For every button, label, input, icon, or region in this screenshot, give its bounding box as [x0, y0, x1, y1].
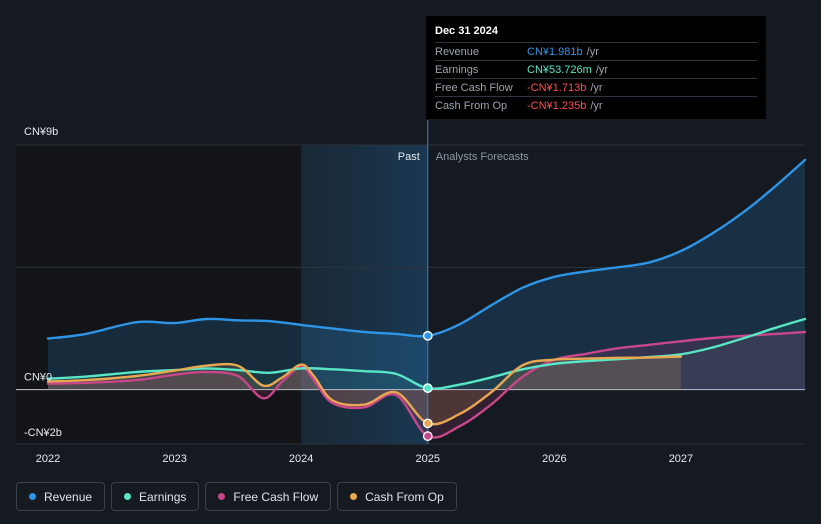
series-markers	[422, 330, 433, 442]
tooltip-label: Earnings	[435, 63, 479, 76]
x-tick-label: 2025	[416, 453, 440, 465]
legend-dot-icon	[218, 493, 226, 500]
tooltip-row-revenue: Revenue CN¥1.981b /yr	[435, 42, 757, 60]
legend-revenue[interactable]: Revenue	[16, 482, 106, 511]
free-cash-flow-line	[46, 330, 807, 439]
legend-earnings[interactable]: Earnings	[111, 482, 200, 511]
cash-from-op-marker	[422, 418, 433, 429]
tooltip-label: Revenue	[435, 45, 480, 58]
data-tooltip: Dec 31 2024 Revenue CN¥1.981b /yr Earnin…	[426, 16, 766, 119]
revenue-marker	[422, 330, 433, 341]
y-tick-label: CN¥9b	[24, 126, 58, 138]
tooltip-label: Cash From Op	[435, 99, 508, 112]
x-tick-label: 2022	[36, 453, 60, 465]
tooltip-label: Free Cash Flow	[435, 81, 513, 94]
x-tick-label: 2023	[162, 453, 186, 465]
earnings-line	[46, 317, 807, 390]
chart-legend: Revenue Earnings Free Cash Flow Cash Fro…	[16, 482, 457, 511]
past-background	[16, 145, 302, 444]
x-tick-label: 2027	[669, 453, 693, 465]
x-tick-label: 2024	[289, 453, 313, 465]
earnings-area	[48, 319, 805, 390]
earnings-marker	[422, 383, 433, 394]
series-lines	[46, 158, 807, 439]
tooltip-unit: /yr	[590, 81, 603, 94]
tooltip-value: -CN¥1.235b	[527, 99, 587, 112]
tooltip-row-free-cash-flow: Free Cash Flow -CN¥1.713b /yr	[435, 78, 757, 96]
cash-from-op-area	[48, 356, 681, 425]
legend-free-cash-flow[interactable]: Free Cash Flow	[205, 482, 332, 511]
tooltip-unit: /yr	[590, 99, 603, 112]
cash-from-op-line	[46, 355, 683, 426]
axis-labels: CN¥9b CN¥0 -CN¥2b 2022 2023 2024 2025 2026 2027	[24, 126, 693, 465]
tooltip-value: CN¥53.726m	[527, 63, 592, 76]
past-label: Past	[398, 151, 420, 163]
legend-label: Cash From Op	[365, 489, 444, 504]
tooltip-value: CN¥1.981b	[527, 45, 583, 58]
tooltip-row-earnings: Earnings CN¥53.726m /yr	[435, 60, 757, 78]
grid-lines	[16, 144, 805, 445]
legend-cash-from-op[interactable]: Cash From Op	[337, 482, 457, 511]
revenue-line	[46, 158, 807, 340]
forecast-label: Analysts Forecasts	[436, 151, 529, 163]
legend-label: Free Cash Flow	[233, 489, 319, 504]
tooltip-unit: /yr	[586, 45, 599, 58]
legend-dot-icon	[350, 493, 358, 500]
tooltip-unit: /yr	[595, 63, 609, 76]
tooltip-date: Dec 31 2024	[435, 25, 498, 37]
revenue-area	[48, 159, 805, 390]
legend-dot-icon	[29, 493, 36, 500]
y-tick-label: -CN¥2b	[24, 427, 62, 439]
free-cash-flow-marker	[422, 431, 433, 442]
tooltip-row-cash-from-op: Cash From Op -CN¥1.235b /yr	[435, 96, 757, 114]
x-tick-label: 2026	[542, 453, 566, 465]
legend-dot-icon	[124, 493, 132, 500]
tooltip-value: -CN¥1.713b	[527, 81, 587, 94]
legend-label: Revenue	[44, 489, 93, 504]
y-tick-label: CN¥0	[24, 372, 52, 384]
legend-label: Earnings	[139, 489, 187, 504]
